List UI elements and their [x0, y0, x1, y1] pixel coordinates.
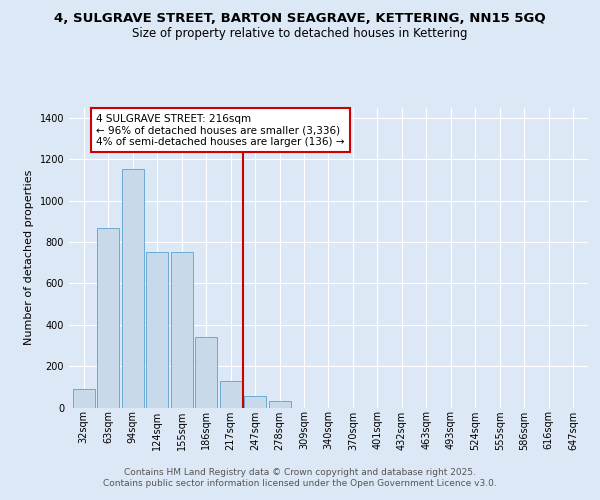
Text: 4 SULGRAVE STREET: 216sqm
← 96% of detached houses are smaller (3,336)
4% of sem: 4 SULGRAVE STREET: 216sqm ← 96% of detac…	[96, 114, 344, 147]
Bar	[122, 168, 143, 408]
Bar	[244, 396, 266, 407]
Text: 4, SULGRAVE STREET, BARTON SEAGRAVE, KETTERING, NN15 5GQ: 4, SULGRAVE STREET, BARTON SEAGRAVE, KET…	[54, 12, 546, 26]
Y-axis label: Number of detached properties: Number of detached properties	[24, 170, 34, 345]
Bar	[97, 228, 119, 408]
Bar	[73, 389, 95, 407]
Bar	[195, 337, 217, 407]
Text: Contains HM Land Registry data © Crown copyright and database right 2025.
Contai: Contains HM Land Registry data © Crown c…	[103, 468, 497, 487]
Bar	[170, 252, 193, 408]
Bar	[269, 402, 290, 407]
Text: Size of property relative to detached houses in Kettering: Size of property relative to detached ho…	[132, 28, 468, 40]
Bar	[220, 380, 242, 407]
Bar	[146, 252, 168, 408]
